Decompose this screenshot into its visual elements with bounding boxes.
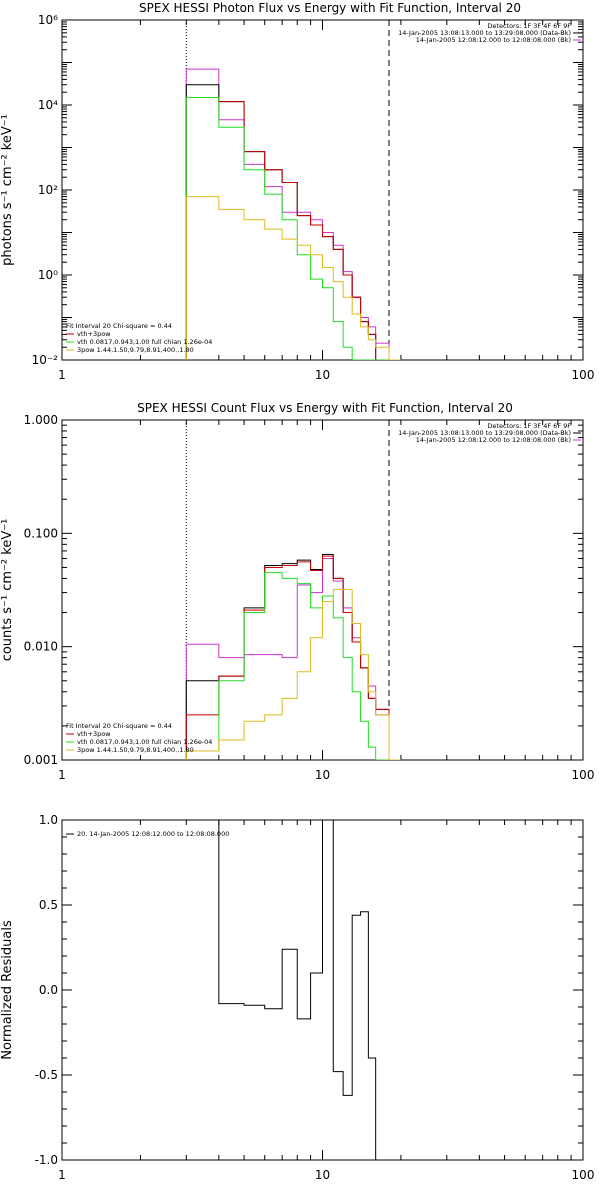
count-xtick-label: 1: [58, 768, 66, 782]
count-legend-right-item: 14-Jan-2005 12:08:12.000 to 12:08:08.000…: [416, 436, 571, 444]
photon-ytick-label: 10²: [38, 183, 58, 197]
photon-legend-right-item: Detectors: 1F 3F 4F 6F 9F: [487, 22, 571, 30]
count-ytick-label: 0.100: [24, 526, 58, 540]
count-legend-right-item: Detectors: 1F 3F 4F 6F 9F: [487, 422, 571, 430]
count-ytick-label: 0.001: [24, 753, 58, 767]
photon-ytick-label: 10⁶: [38, 13, 58, 27]
residuals-plot: 1 10 100 -1.0 -0.5 0.0 0.5 1.0 Normalized Residu…: [0, 813, 594, 1182]
photon-ytick-label: 10⁴: [38, 98, 58, 112]
residuals-ytick-label: -1.0: [35, 1153, 58, 1167]
photon-ytick-label: 10⁰: [38, 268, 58, 282]
residuals-ytick-label: 0.5: [39, 898, 58, 912]
photon-xtick-label: 10: [315, 368, 330, 382]
photon-ytick-label: 10⁻²: [32, 353, 59, 367]
count-ylabel: counts s⁻¹ cm⁻² keV⁻¹: [0, 519, 15, 662]
count-title: SPEX HESSI Count Flux vs Energy with Fit…: [137, 401, 513, 415]
residuals-ytick-label: 0.0: [39, 983, 58, 997]
residuals-xtick-label: 1: [58, 1168, 66, 1182]
photon-legend-right-item: 14-Jan-2005 13:08:13.000 to 13:29:08.000…: [398, 29, 571, 37]
photon-legend-left-item: 3pow 1.44,1.50,9.79,8.91,400.,1.80: [77, 346, 194, 354]
photon-legend-left-item: vth+3pow: [77, 330, 111, 338]
count-legend-left-item: Fit Interval 20 Chi-square = 0.44: [66, 722, 172, 730]
residuals-panel: 1 10 100 -1.0 -0.5 0.0 0.5 1.0 Normalized Residu…: [0, 813, 594, 1182]
residuals-ytick-label: -0.5: [35, 1068, 58, 1082]
photon-legend-right-item: 14-Jan-2005 12:08:12.000 to 12:08:08.000…: [416, 36, 571, 44]
count-ytick-label: 1.000: [24, 413, 58, 427]
count-series-total_model: [185, 555, 401, 760]
photon-panel: SPEX HESSI Photon Flux vs Energy with Fi…: [0, 1, 594, 382]
count-xtick-label: 100: [572, 768, 595, 782]
photon-title: SPEX HESSI Photon Flux vs Energy with Fi…: [139, 1, 521, 15]
count-legend-left-item: vth+3pow: [77, 730, 111, 738]
residuals-ylabel: Normalized Residuals: [0, 920, 15, 1060]
residuals-xtick-label: 10: [315, 1168, 330, 1182]
count-xtick-label: 10: [315, 768, 330, 782]
photon-legend-left-item: vth 0.0817,0.943,1.00 full chian 1.26e-0…: [77, 338, 212, 346]
count-legend-right-item: 14-Jan-2005 13:08:13.000 to 13:29:08.000…: [398, 429, 571, 437]
residuals-ytick-label: 1.0: [39, 813, 58, 827]
photon-axes-frame: [61, 19, 584, 361]
residuals-legend-left-item: 20. 14-Jan-2005 12:08:12.000 to 12:08:08…: [77, 830, 229, 838]
photon-xtick-label: 100: [572, 368, 595, 382]
count-plot: 1 10 100 0.001 0.010 0.100 1.000 counts s⁻¹ cm⁻…: [0, 413, 594, 782]
count-series-broken_pl: [185, 588, 401, 760]
count-ytick-label: 0.010: [24, 640, 58, 654]
count-legend-left-item: 3pow 1.44,1.50,9.79,8.91,400.,1.80: [77, 746, 194, 754]
count-panel: SPEX HESSI Count Flux vs Energy with Fit…: [0, 401, 594, 782]
photon-series-thermal: [185, 97, 401, 360]
residuals-series-sum: [186, 820, 377, 1160]
photon-legend-left-item: Fit Interval 20 Chi-square = 0.44: [66, 322, 172, 330]
photon-ylabel: photons s⁻¹ cm⁻² keV⁻¹: [0, 114, 15, 266]
residuals-xtick-label: 100: [572, 1168, 595, 1182]
count-legend-left-item: vth 0.0817,0.943,1.00 full chian 1.26e-0…: [77, 738, 212, 746]
photon-series-broken_pl: [185, 196, 401, 360]
photon-plot: 1 10 100 10⁻² 10⁰ 10² 10⁴ 10⁶ photons s⁻¹ cm⁻² k…: [0, 13, 594, 382]
photon-xtick-label: 1: [58, 368, 66, 382]
